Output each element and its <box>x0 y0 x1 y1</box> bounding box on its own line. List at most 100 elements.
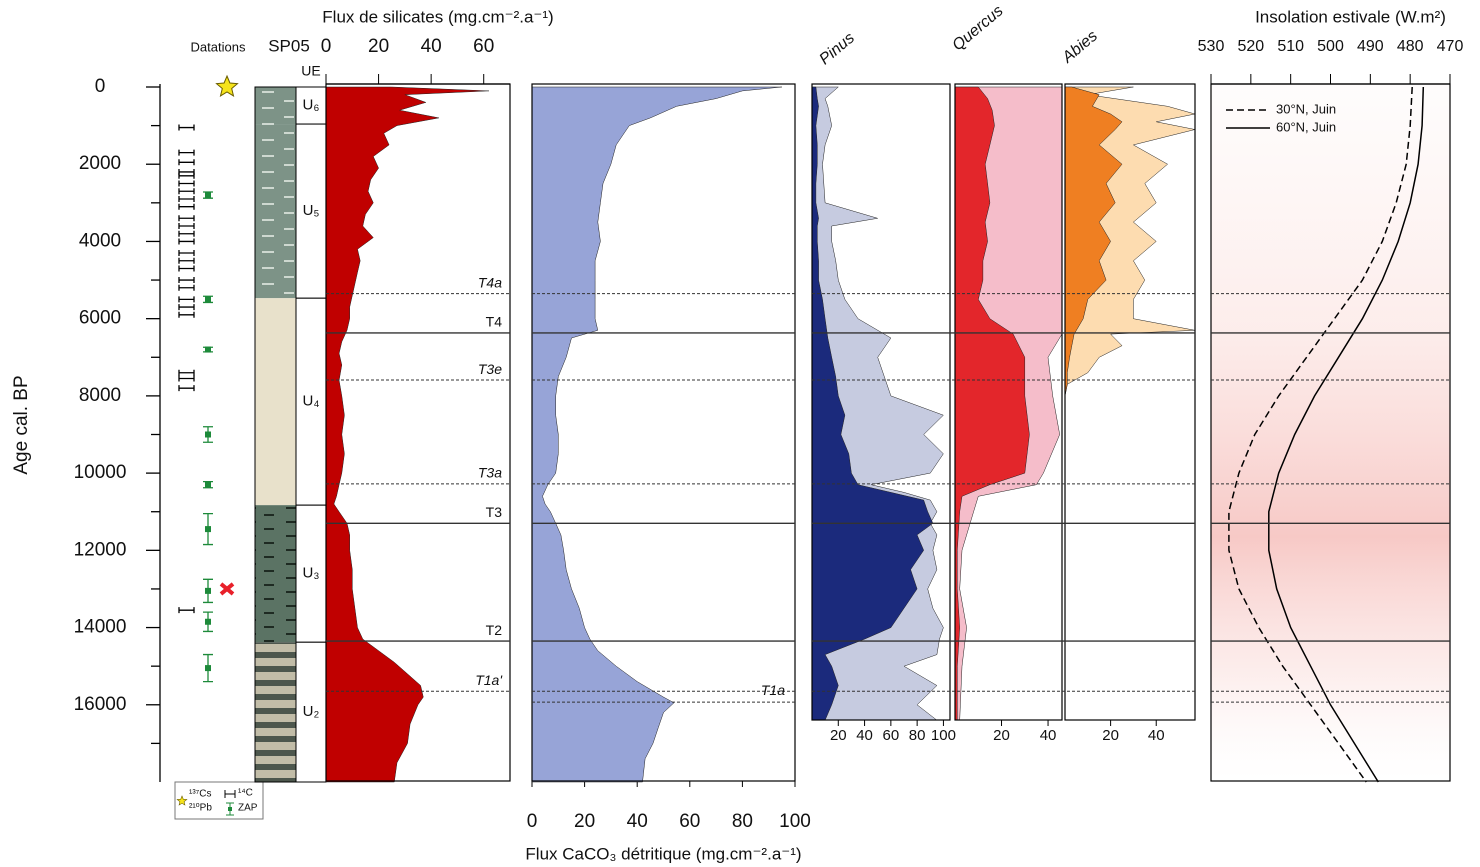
unit-label: UE <box>301 63 320 79</box>
zap-date <box>205 526 211 533</box>
zap-date <box>205 346 211 353</box>
area-series <box>531 86 782 783</box>
y-tick-label: 12000 <box>74 539 127 560</box>
event-label: T3a <box>478 465 502 481</box>
x-tick-label: 480 <box>1397 38 1424 55</box>
x-tick-label: 510 <box>1277 38 1304 55</box>
legend-label: ZAP <box>238 803 258 814</box>
c14-date <box>178 250 195 257</box>
y-tick-label: 10000 <box>74 462 127 483</box>
unit-box <box>295 123 327 299</box>
x-tick-label: 500 <box>1317 38 1344 55</box>
c14-date <box>178 230 195 237</box>
y-tick-label: 14000 <box>74 617 127 638</box>
legend-box <box>174 781 264 820</box>
x-tick-label: 0 <box>321 36 332 57</box>
unit-box <box>295 641 327 783</box>
legend-label: 30°N, Juin <box>1276 101 1336 116</box>
x-tick-label: 60 <box>473 36 494 57</box>
c14-date <box>178 195 195 202</box>
cs-pb-date <box>215 74 239 97</box>
panel-frame <box>1064 83 1196 721</box>
unit-label: U₅ <box>303 202 320 219</box>
c14-date <box>178 203 195 210</box>
lithology-layer <box>255 87 296 125</box>
legend-label: 60°N, Juin <box>1276 119 1336 134</box>
event-label: T1a <box>761 682 785 698</box>
y-tick-label: 6000 <box>79 308 121 329</box>
legend-label: ²¹⁰Pb <box>189 803 212 814</box>
insolation-background <box>1211 84 1450 781</box>
area-series <box>325 86 490 783</box>
c14-date <box>178 265 195 272</box>
x-tick-label: 40 <box>421 36 442 57</box>
x-tick-label: 60 <box>883 727 900 744</box>
zap-date <box>205 665 211 672</box>
c14-date <box>178 180 195 187</box>
unit-box <box>295 504 327 643</box>
y-tick-label: 2000 <box>79 153 121 174</box>
c14-date <box>178 277 195 284</box>
c14-date <box>178 149 195 156</box>
x-tick-label: 40 <box>856 727 873 744</box>
c14-date <box>178 223 195 229</box>
c14-date <box>178 172 195 179</box>
c14-date <box>178 124 195 131</box>
event-label: T1a' <box>475 672 503 688</box>
area-series <box>954 86 1030 721</box>
panel-frame <box>811 83 951 721</box>
y-tick-label: 8000 <box>79 385 121 406</box>
y-axis-title: Age cal. BP <box>11 375 32 474</box>
panel-frame <box>531 83 796 782</box>
y-tick-label: 4000 <box>79 230 121 251</box>
zap-date <box>205 431 211 438</box>
lithology-layer <box>255 298 296 506</box>
lithology-layer <box>255 642 296 782</box>
x-tick-label: 60 <box>679 811 700 832</box>
unit-label: U₃ <box>303 565 320 582</box>
x-tick-label: 20 <box>574 811 595 832</box>
datations-title: Datations <box>191 39 246 54</box>
event-label: T4a <box>478 274 502 290</box>
c14-date <box>178 296 195 303</box>
lithology-frame <box>254 86 297 783</box>
x-tick-label: 520 <box>1237 38 1264 55</box>
event-label: T4 <box>486 314 503 330</box>
line-series <box>1268 86 1425 783</box>
legend-zap-point <box>228 807 232 811</box>
zap-date <box>205 618 211 625</box>
c14-date <box>178 385 195 392</box>
legend-star <box>176 795 188 806</box>
panel-title: Flux de silicates (mg.cm⁻².a⁻¹) <box>322 7 553 26</box>
c14-date <box>178 607 195 614</box>
core-title: SP05 <box>268 36 310 55</box>
area-series <box>811 86 934 721</box>
legend-label: ¹⁴C <box>238 788 253 799</box>
c14-date <box>178 369 195 376</box>
x-tick-label: 100 <box>779 811 811 832</box>
x-tick-label: 40 <box>1148 727 1165 744</box>
panel-title: Insolation estivale (W.m²) <box>1255 7 1446 26</box>
y-tick-label: 0 <box>95 76 106 97</box>
c14-date <box>178 159 195 166</box>
y-tick-label: 16000 <box>74 694 127 715</box>
panel-frame <box>325 83 511 782</box>
event-label: T3e <box>478 361 502 377</box>
zap-date <box>205 587 211 594</box>
lithology-layer <box>255 124 296 299</box>
event-label: T2 <box>486 622 503 638</box>
x-tick-label: 80 <box>909 727 926 744</box>
zap-date <box>205 192 211 199</box>
x-tick-label: 80 <box>732 811 753 832</box>
x-tick-label: 20 <box>1102 727 1119 744</box>
unit-label: U₂ <box>303 703 320 720</box>
c14-date <box>178 311 195 318</box>
x-tick-label: 470 <box>1437 38 1464 55</box>
x-tick-label: 490 <box>1357 38 1384 55</box>
c14-date <box>178 304 195 311</box>
legend-c14 <box>224 790 236 798</box>
x-tick-label: 0 <box>527 811 538 832</box>
x-tick-label: 20 <box>368 36 389 57</box>
